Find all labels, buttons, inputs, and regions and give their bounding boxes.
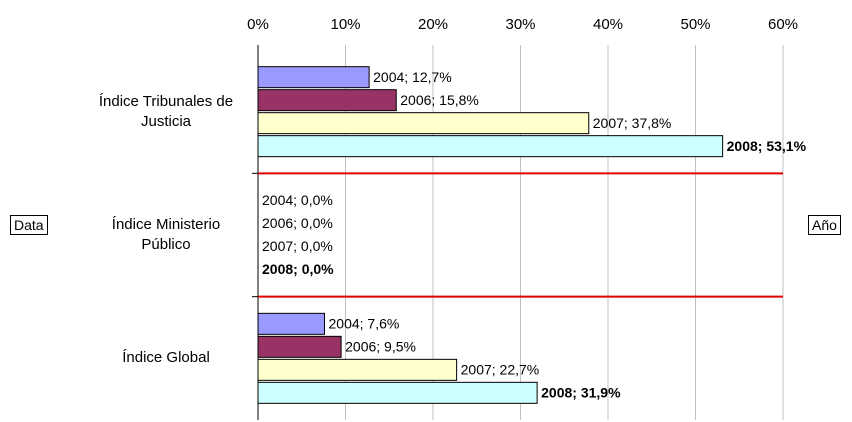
y-tick-label: Índice Ministerio Público — [111, 216, 221, 253]
data-label: 2008; 31,9% — [541, 385, 621, 401]
data-label: 2008; 0,0% — [262, 261, 334, 277]
data-label: 2004; 12,7% — [373, 69, 452, 85]
x-tick-label: 10% — [330, 16, 360, 33]
x-tick-label: 20% — [418, 16, 448, 33]
bar — [257, 135, 724, 158]
data-label: 2006; 15,8% — [400, 92, 479, 108]
bar — [257, 312, 325, 335]
data-label: 2008; 53,1% — [727, 138, 807, 154]
x-tick-label: 0% — [247, 16, 269, 33]
data-label: 2006; 0,0% — [262, 215, 333, 231]
data-label: 2004; 7,6% — [329, 316, 400, 332]
bar — [257, 335, 342, 358]
x-tick-label: 50% — [680, 16, 710, 33]
data-label: 2006; 9,5% — [345, 339, 416, 355]
bar — [257, 381, 538, 404]
data-label: 2004; 0,0% — [262, 192, 333, 208]
row-field-button[interactable]: Data — [10, 215, 48, 235]
y-tick-label: Índice Global — [122, 349, 210, 367]
x-tick-label: 60% — [768, 16, 798, 33]
x-tick-label: 40% — [593, 16, 623, 33]
data-label: 2007; 37,8% — [593, 115, 672, 131]
x-tick-label: 30% — [505, 16, 535, 33]
bar — [257, 358, 458, 381]
y-tick-label: Índice Tribunales de Justicia — [98, 92, 234, 130]
data-label: 2007; 0,0% — [262, 238, 333, 254]
data-label: 2007; 22,7% — [461, 362, 540, 378]
bar — [257, 112, 590, 135]
bar — [257, 89, 397, 112]
series-field-button[interactable]: Año — [808, 215, 841, 235]
bar — [257, 66, 370, 89]
